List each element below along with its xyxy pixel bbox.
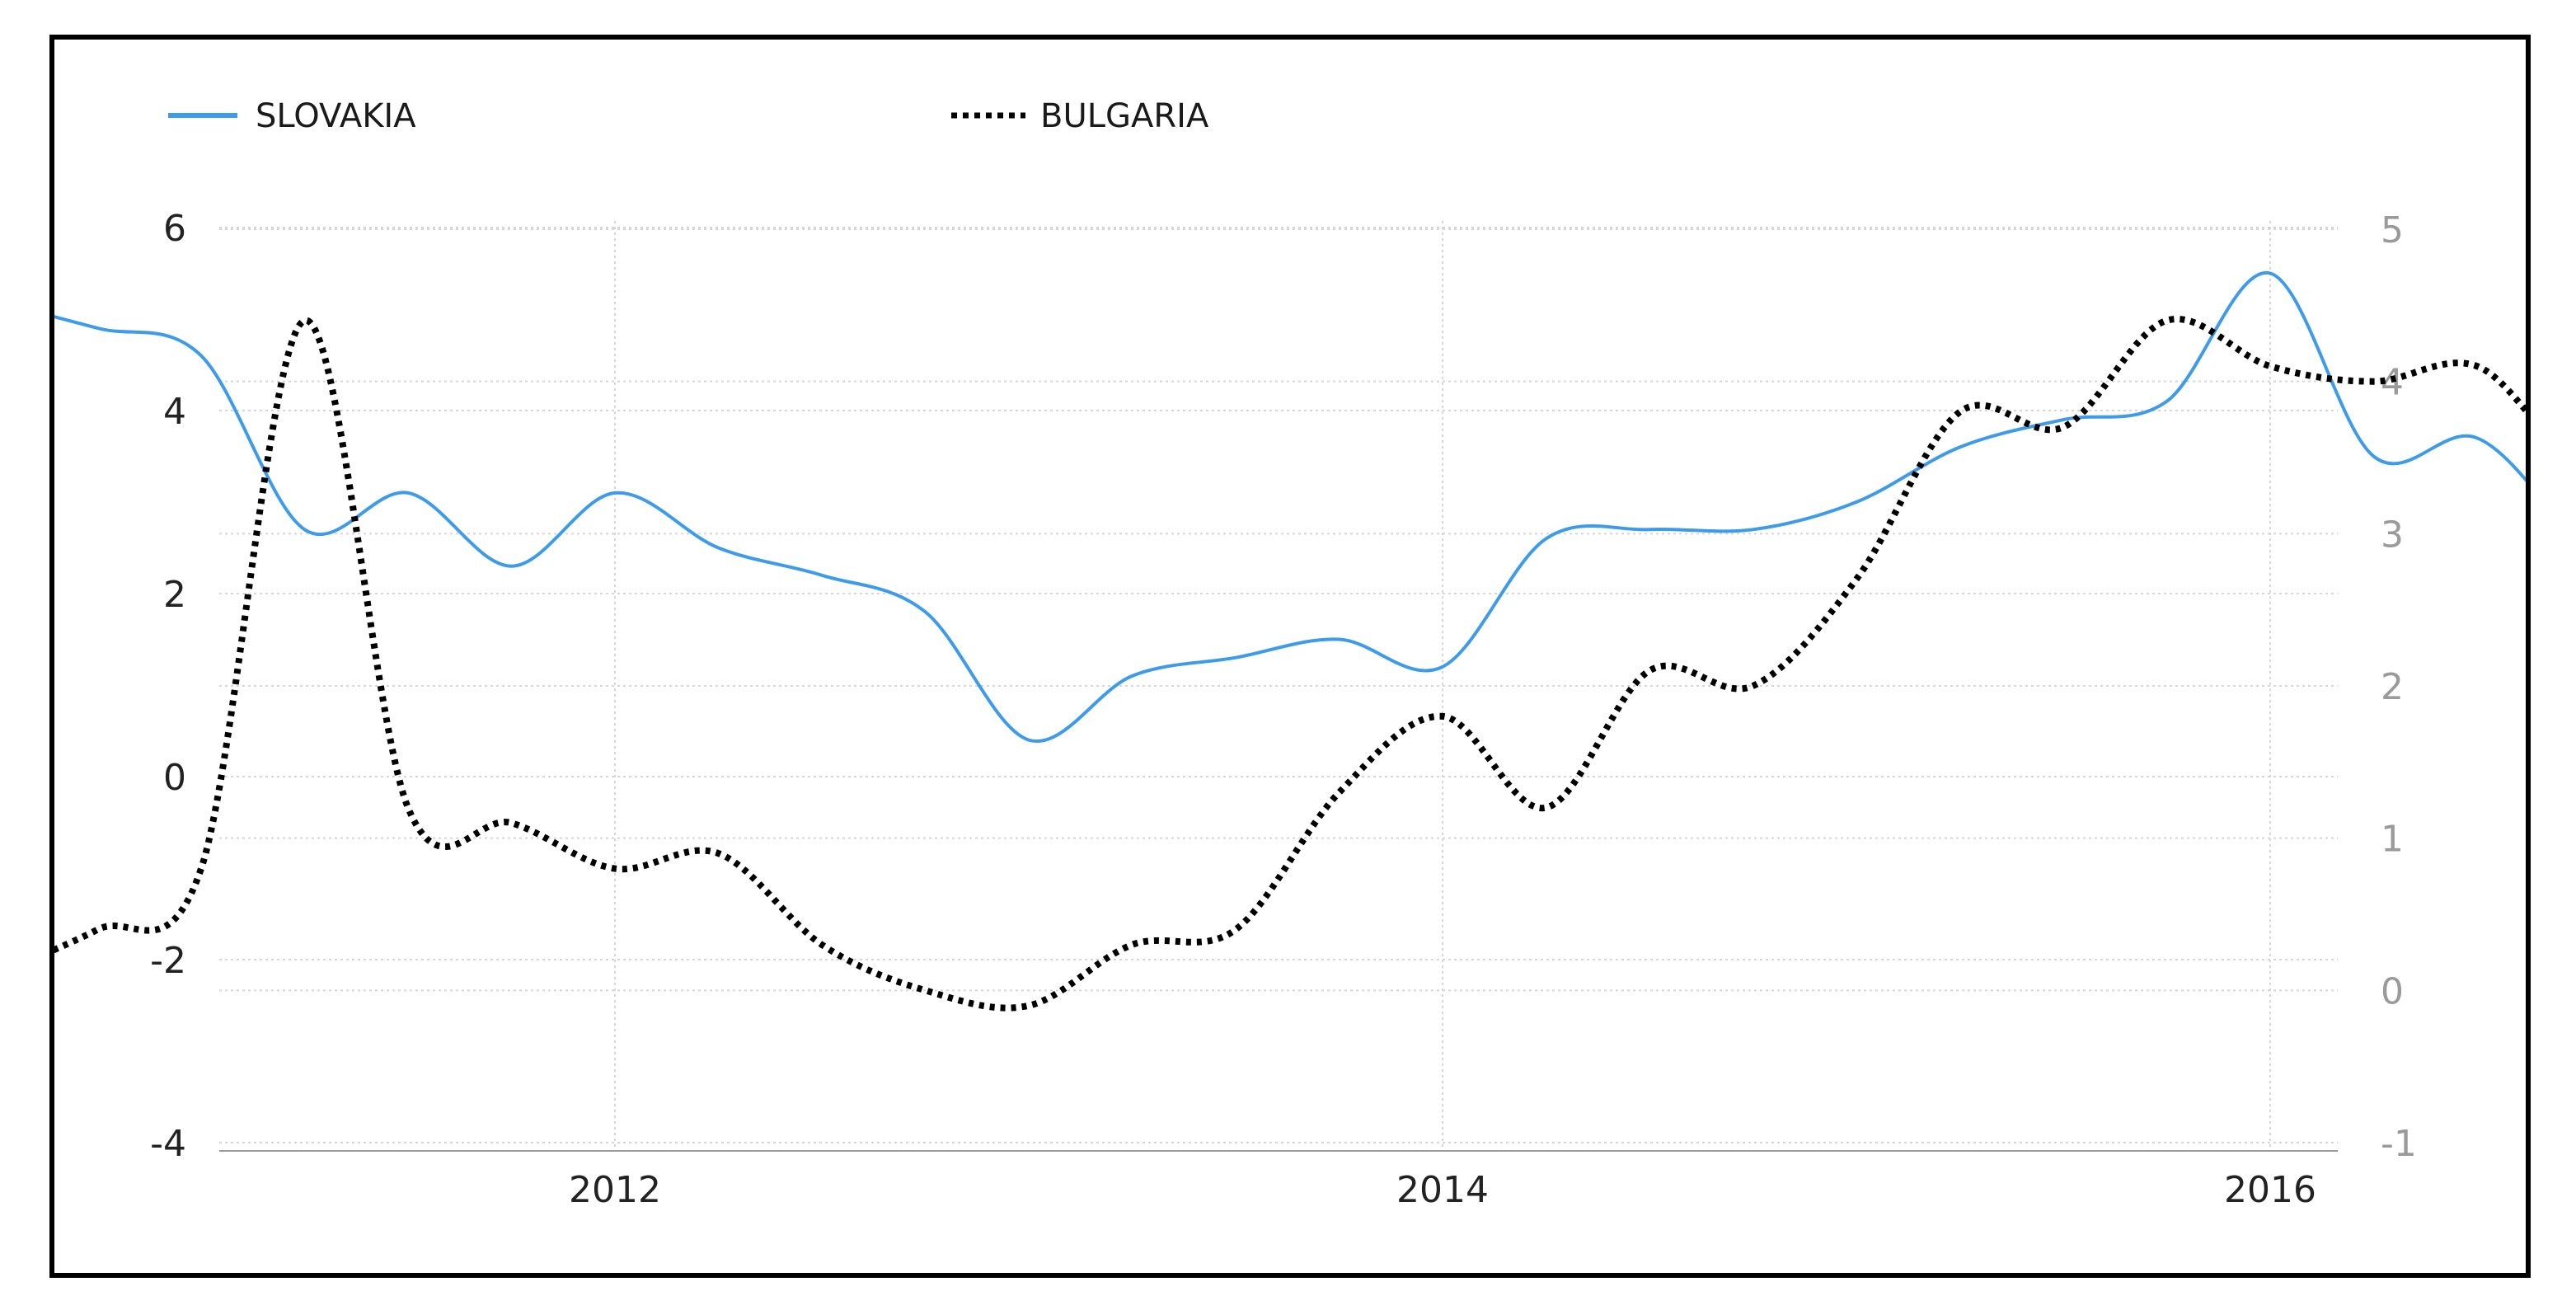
y-left-tick-label: 6	[163, 208, 186, 250]
y-right-tick-label: 2	[2381, 666, 2404, 708]
x-tick-label: 2012	[569, 1169, 661, 1211]
series-line-bulgaria	[54, 316, 2526, 1012]
legend-label-bulgaria: BULGARIA	[1040, 97, 1209, 135]
series-layer	[54, 271, 2526, 1012]
x-tick-label: 2014	[1396, 1169, 1489, 1211]
y-right-tick-label: 5	[2381, 209, 2404, 251]
x-tick-label: 2016	[2224, 1169, 2316, 1211]
legend: SLOVAKIA BULGARIA	[168, 97, 1209, 135]
y-right-tick-label: 1	[2381, 819, 2404, 861]
y-left-tick-label: 2	[163, 574, 186, 616]
grid-lines	[219, 221, 2338, 1152]
y-right-tick-label: 0	[2381, 970, 2404, 1012]
legend-label-slovakia: SLOVAKIA	[256, 97, 416, 135]
y-right-tick-label: -1	[2381, 1123, 2417, 1165]
y-left-tick-label: 0	[163, 757, 186, 799]
y-left-tick-label: -4	[150, 1123, 186, 1165]
series-line-slovakia	[54, 271, 2526, 744]
y-left-tick-label: 4	[163, 391, 186, 433]
y-left-tick-label: -2	[150, 940, 186, 982]
y-right-tick-label: 3	[2381, 514, 2404, 556]
